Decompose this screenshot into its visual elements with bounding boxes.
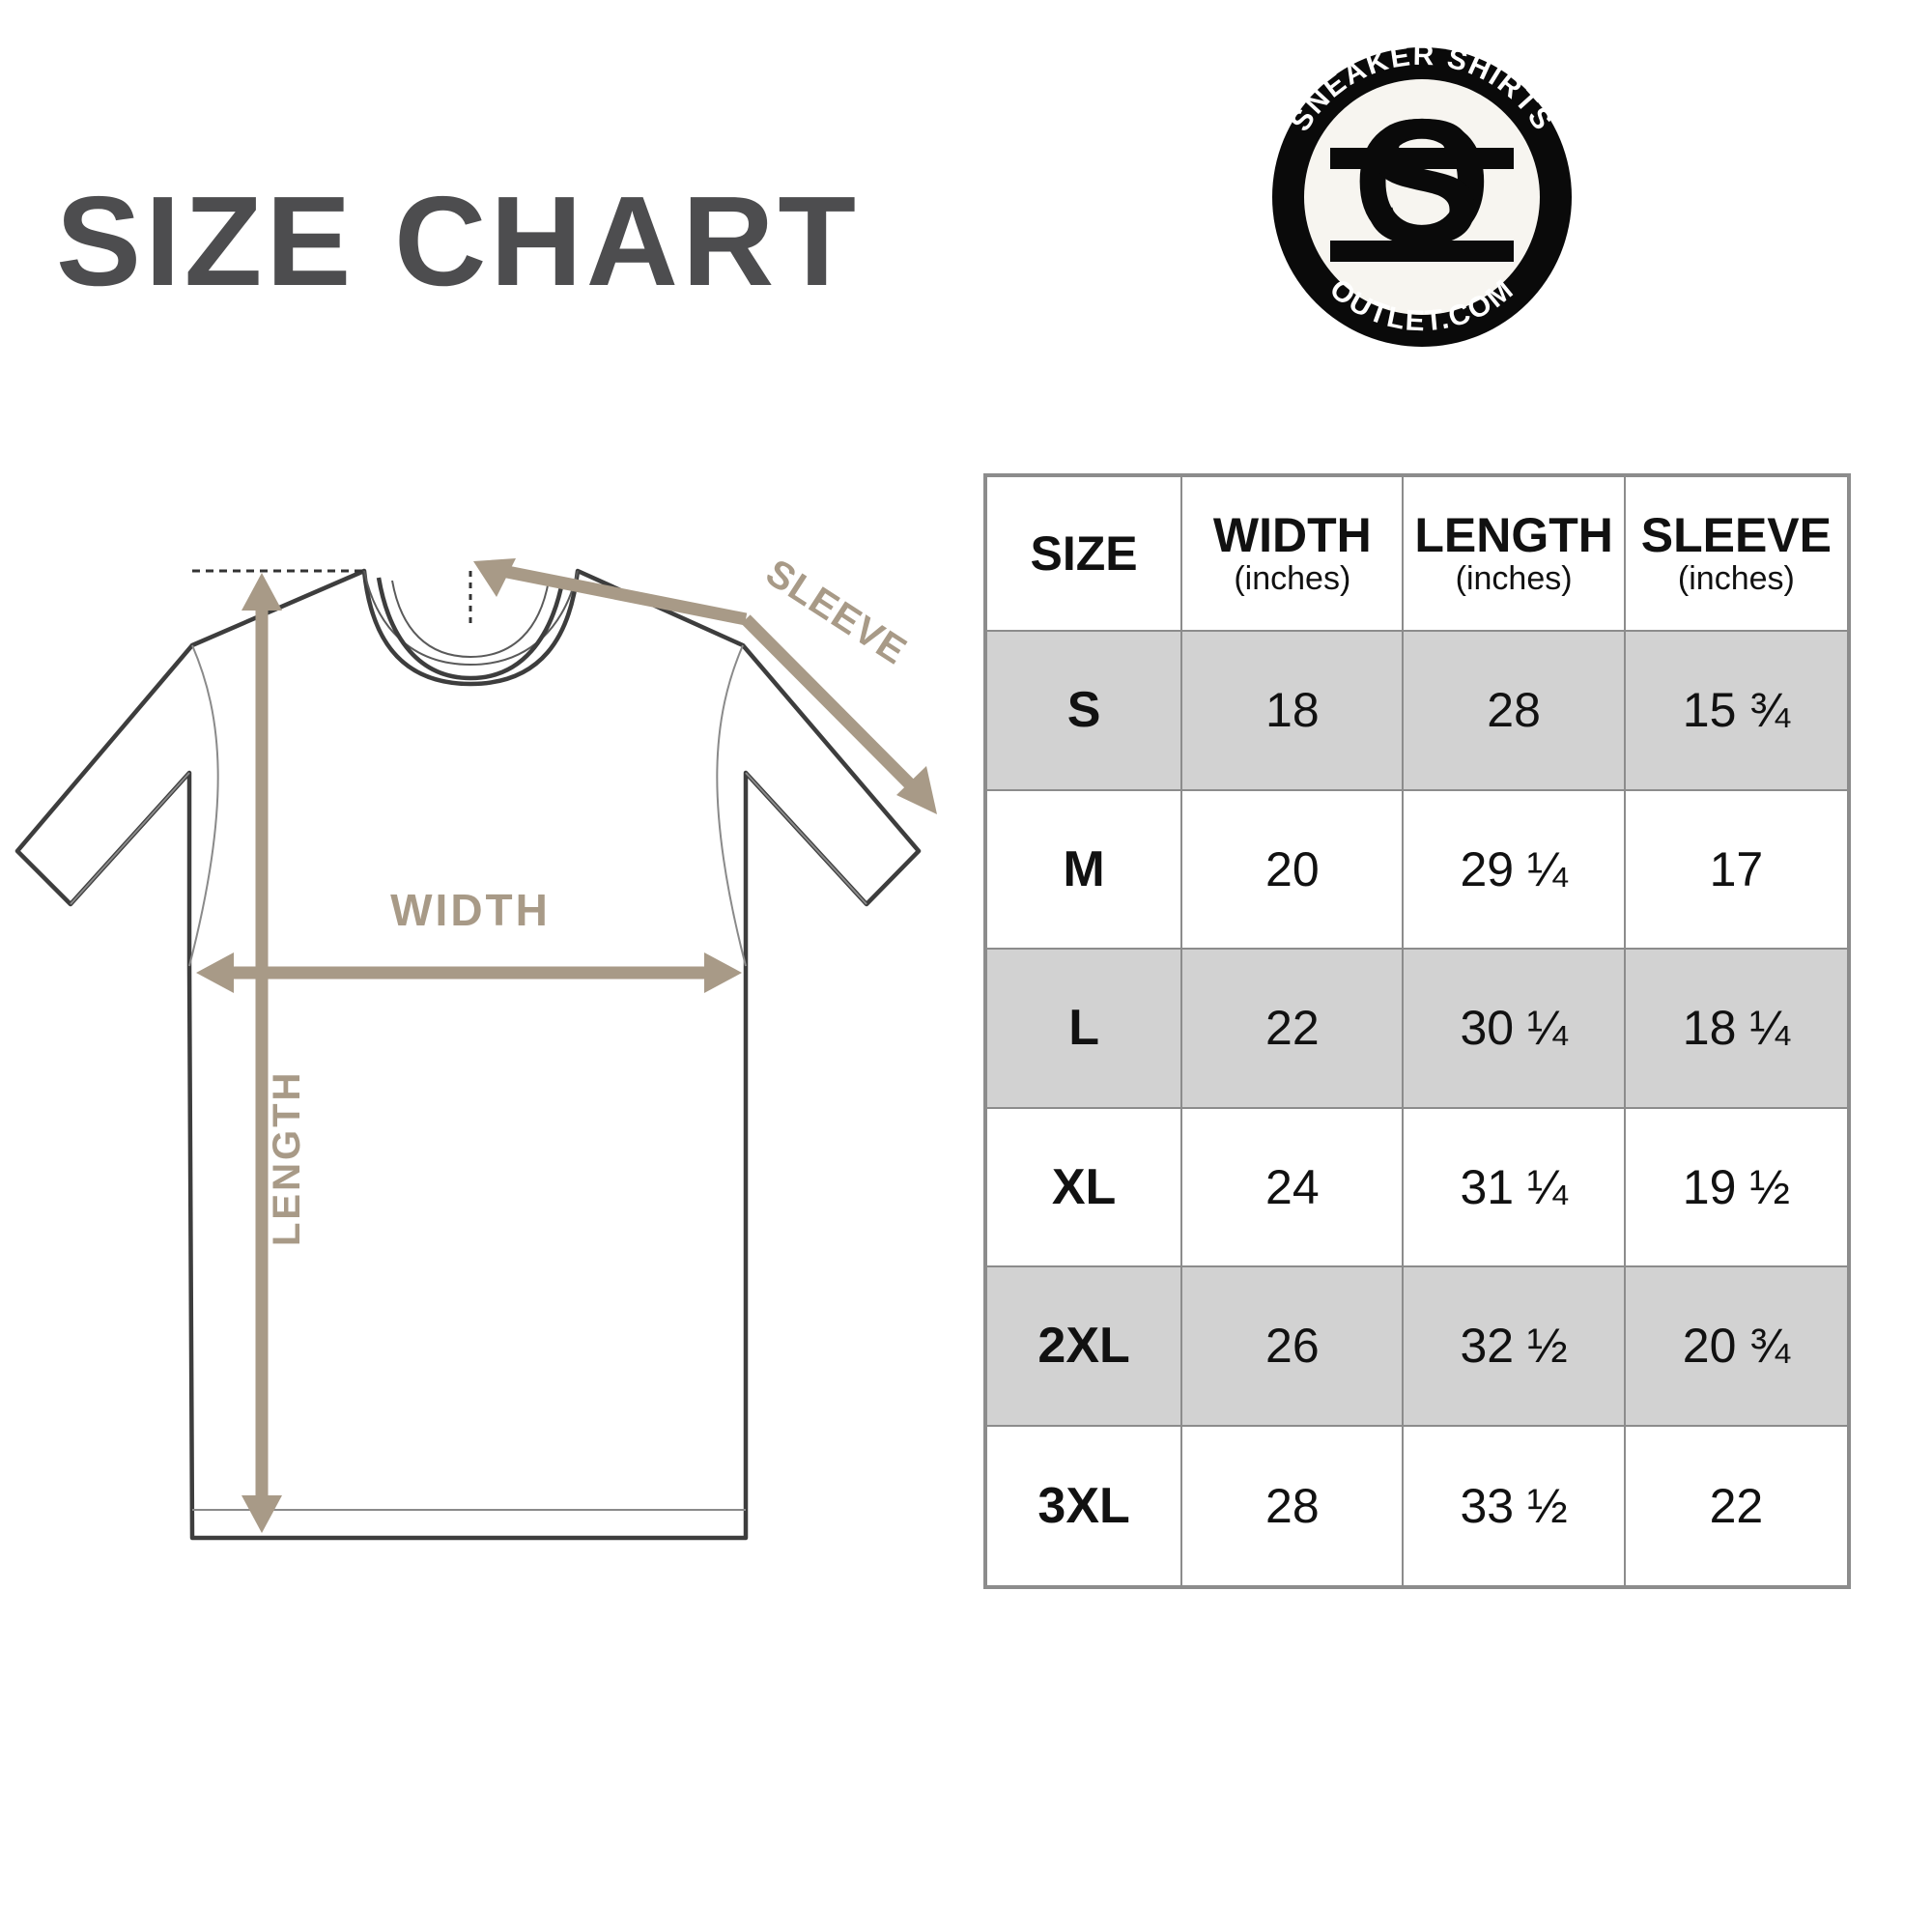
svg-text:LENGTH: LENGTH [266,1070,308,1246]
svg-text:WIDTH: WIDTH [390,885,551,935]
